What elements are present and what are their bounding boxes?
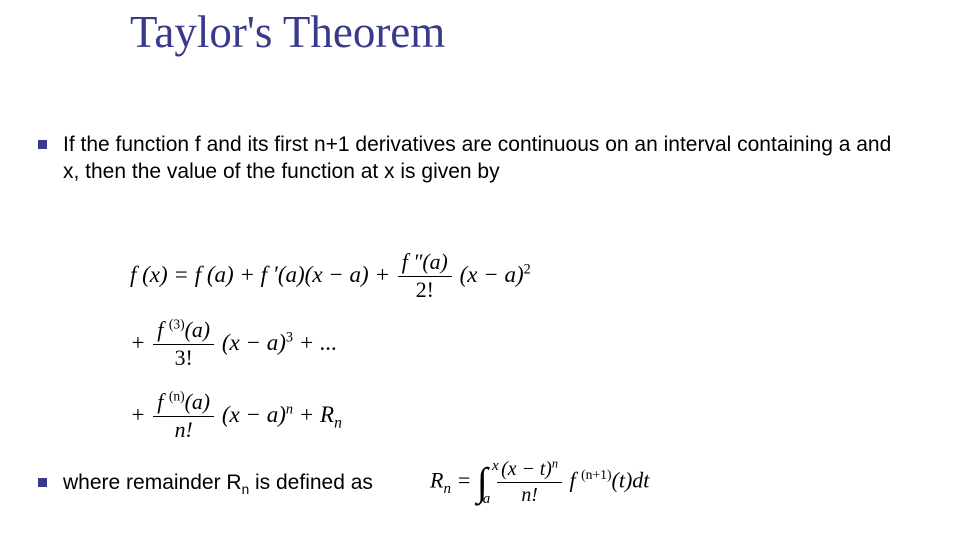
bullet-item-1: If the function f and its first n+1 deri… (38, 132, 908, 186)
dots: + ... (293, 330, 337, 355)
R: R (430, 468, 443, 493)
base: (x − a) (222, 330, 286, 355)
exp: n (552, 456, 558, 470)
f-exp: (n+1) (581, 467, 611, 482)
eq-tail: (x − a)3 + ... (222, 330, 337, 355)
f: f (157, 390, 169, 414)
exp: n (286, 401, 293, 417)
integral-upper: x (492, 459, 499, 474)
bullet-text-tail: is defined as (249, 471, 373, 494)
exp: 2 (524, 261, 531, 277)
slide: { "colors": { "title": "#3a3a8c", "bulle… (0, 0, 960, 540)
eq: = (451, 468, 477, 493)
formula-line-2: + f (3)(a) 3! (x − a)3 + ... (130, 318, 337, 371)
bullet-text-lead: where remainder R (63, 471, 242, 494)
formula-line-3: + f (n)(a) n! (x − a)n + Rn (130, 390, 342, 443)
exp: (n) (169, 389, 185, 404)
plus: + (130, 402, 151, 427)
eq-tail: (x − a)2 (460, 262, 531, 287)
formula-line-1: f (x) = f (a) + f ′(a)(x − a) + f ″(a) 2… (130, 250, 531, 303)
integral-lower: a (483, 492, 491, 507)
exp: 3 (286, 329, 293, 345)
bullet-text-2: where remainder Rn is defined as (63, 470, 373, 497)
fraction: (x − t)n n! (495, 458, 564, 507)
fraction-den: n! (497, 483, 562, 507)
rem-sub: n (334, 414, 342, 431)
base: (x − a) (222, 402, 286, 427)
base: (x − t) (501, 458, 552, 480)
integral-icon: ∫ x a (477, 463, 490, 503)
fraction-num: f (n)(a) (153, 390, 214, 417)
fraction-num: f (3)(a) (153, 318, 214, 345)
fraction: f (n)(a) n! (151, 390, 216, 443)
bullet-square-icon (38, 478, 47, 487)
bullet-text-1: If the function f and its first n+1 deri… (63, 132, 908, 186)
fraction-num: (x − t)n (497, 458, 562, 483)
R-sub: n (443, 481, 450, 497)
base: (x − a) (460, 262, 524, 287)
fraction-num: f ″(a) (398, 250, 452, 277)
fraction-den: 2! (398, 277, 452, 303)
plus: + (130, 330, 151, 355)
fraction-den: n! (153, 417, 214, 443)
slide-title: Taylor's Theorem (130, 6, 445, 58)
fraction-den: 3! (153, 345, 214, 371)
exp: (3) (169, 317, 185, 332)
eq-tail: (x − a)n + Rn (222, 402, 342, 427)
tail: (t)dt (612, 468, 650, 493)
rem: + R (293, 402, 334, 427)
fraction: f ″(a) 2! (396, 250, 454, 303)
bullet-item-2: where remainder Rn is defined as (38, 470, 418, 497)
formula-remainder: Rn = ∫ x a (x − t)n n! f (n+1)(t)dt (430, 458, 649, 507)
arg: (a) (185, 390, 210, 414)
f: f (569, 468, 581, 493)
eq-lead: f (x) = f (a) + f ′(a)(x − a) + (130, 262, 396, 287)
bullet-square-icon (38, 140, 47, 149)
arg: (a) (185, 318, 210, 342)
f: f (157, 318, 169, 342)
fraction: f (3)(a) 3! (151, 318, 216, 371)
